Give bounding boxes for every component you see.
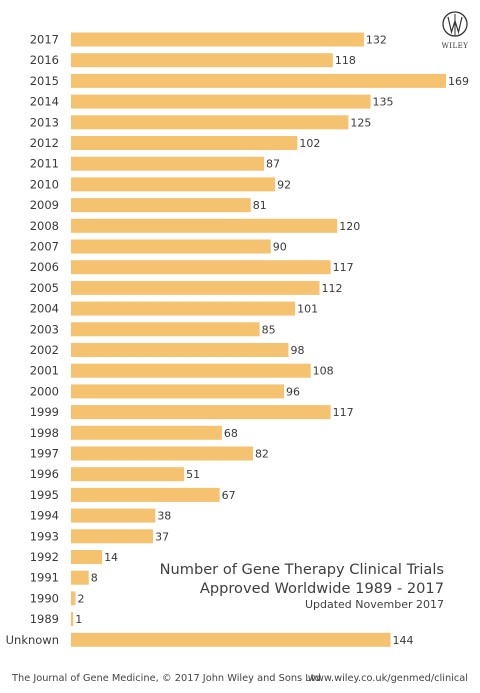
value-label-1998: 68: [224, 427, 238, 440]
value-label-2001: 108: [313, 365, 334, 378]
category-label-1998: 1998: [30, 426, 59, 440]
bar-2003: [71, 322, 260, 337]
category-label-1989: 1989: [30, 612, 59, 626]
value-label-2015: 169: [448, 75, 469, 88]
bar-2015: [71, 73, 446, 88]
chart-title-line1: Number of Gene Therapy Clinical Trials: [159, 561, 444, 578]
category-label-1993: 1993: [30, 529, 59, 543]
category-label-1990: 1990: [30, 591, 59, 605]
category-label-2000: 2000: [30, 384, 59, 398]
bar-2009: [71, 198, 251, 213]
bar-1999: [71, 405, 331, 420]
category-label-1996: 1996: [30, 467, 59, 481]
category-label-2007: 2007: [30, 240, 59, 254]
bar-2006: [71, 260, 331, 275]
bar-2008: [71, 218, 338, 233]
bar-1992: [71, 550, 103, 564]
bar-2016: [71, 53, 333, 68]
category-label-2001: 2001: [30, 364, 59, 378]
value-label-2008: 120: [339, 220, 360, 233]
bar-1995: [71, 487, 220, 502]
category-label-1999: 1999: [30, 405, 59, 419]
value-label-2002: 98: [290, 344, 304, 357]
bar-1990: [71, 591, 76, 606]
bar-2011: [71, 156, 265, 171]
category-label-2015: 2015: [30, 74, 59, 88]
category-label-1995: 1995: [30, 488, 59, 502]
value-label-1995: 67: [222, 489, 236, 502]
value-label-1999: 117: [333, 406, 354, 419]
value-label-2009: 81: [253, 199, 267, 212]
chart-title: Number of Gene Therapy Clinical Trials A…: [160, 560, 444, 598]
value-label-2007: 90: [273, 241, 287, 254]
value-label-2003: 85: [262, 323, 276, 336]
value-label-2000: 96: [286, 385, 300, 398]
category-label-2017: 2017: [30, 33, 59, 47]
value-label-1993: 37: [155, 530, 169, 543]
bar-2001: [71, 363, 311, 378]
category-label-unknown: Unknown: [6, 633, 59, 647]
chart-subtitle: Updated November 2017: [304, 598, 444, 611]
bar-1994: [71, 508, 156, 523]
bar-2013: [71, 115, 349, 130]
bar-2000: [71, 384, 285, 399]
bar-2004: [71, 301, 296, 316]
bar-2012: [71, 136, 298, 150]
value-label-2005: 112: [322, 282, 343, 295]
value-label-1997: 82: [255, 448, 269, 461]
value-label-1994: 38: [157, 510, 171, 523]
category-label-2005: 2005: [30, 281, 59, 295]
value-label-1991: 8: [91, 572, 98, 585]
category-label-2011: 2011: [30, 157, 59, 171]
category-label-2008: 2008: [30, 219, 59, 233]
footer-copyright: The Journal of Gene Medicine, © 2017 Joh…: [12, 673, 321, 684]
value-label-2016: 118: [335, 54, 356, 67]
category-label-2009: 2009: [30, 198, 59, 212]
bar-2002: [71, 343, 289, 357]
value-label-2011: 87: [266, 158, 280, 171]
bar-2014: [71, 94, 371, 109]
value-label-1989: 1: [75, 613, 82, 626]
value-label-2006: 117: [333, 261, 354, 274]
category-label-2012: 2012: [30, 136, 59, 150]
category-label-2016: 2016: [30, 53, 59, 67]
wiley-logo-text: WILEY: [442, 42, 469, 50]
bar-1996: [71, 467, 185, 482]
chart-title-line2: Approved Worldwide 1989 - 2017: [199, 580, 444, 597]
value-label-2013: 125: [350, 116, 371, 129]
bar-2005: [71, 280, 320, 295]
category-label-2003: 2003: [30, 322, 59, 336]
bar-2010: [71, 177, 276, 192]
bar-1997: [71, 446, 253, 461]
category-label-2014: 2014: [30, 95, 59, 109]
category-label-1991: 1991: [30, 571, 59, 585]
value-label-unknown: 144: [393, 634, 414, 647]
value-label-1996: 51: [186, 468, 200, 481]
category-label-2002: 2002: [30, 343, 59, 357]
bar-1991: [71, 570, 89, 585]
category-label-2004: 2004: [30, 302, 59, 316]
bar-2017: [71, 32, 364, 47]
value-label-2012: 102: [299, 137, 320, 150]
category-label-2013: 2013: [30, 115, 59, 129]
value-label-2014: 135: [373, 96, 394, 109]
footer-url[interactable]: www.wiley.co.uk/genmed/clinical: [307, 673, 468, 684]
category-label-2010: 2010: [30, 177, 59, 191]
category-label-1992: 1992: [30, 550, 59, 564]
value-label-2017: 132: [366, 34, 387, 47]
category-label-2006: 2006: [30, 260, 59, 274]
category-label-1994: 1994: [30, 509, 59, 523]
value-label-2004: 101: [297, 303, 318, 316]
bar-1993: [71, 529, 154, 544]
bar-1998: [71, 425, 222, 440]
bar-2007: [71, 239, 271, 254]
value-label-2010: 92: [277, 178, 291, 191]
wiley-logo: WILEY: [442, 11, 469, 50]
category-label-1997: 1997: [30, 447, 59, 461]
value-label-1990: 2: [77, 592, 84, 605]
bar-1989: [71, 612, 74, 627]
value-label-1992: 14: [104, 551, 118, 564]
bar-unknown: [71, 632, 391, 647]
